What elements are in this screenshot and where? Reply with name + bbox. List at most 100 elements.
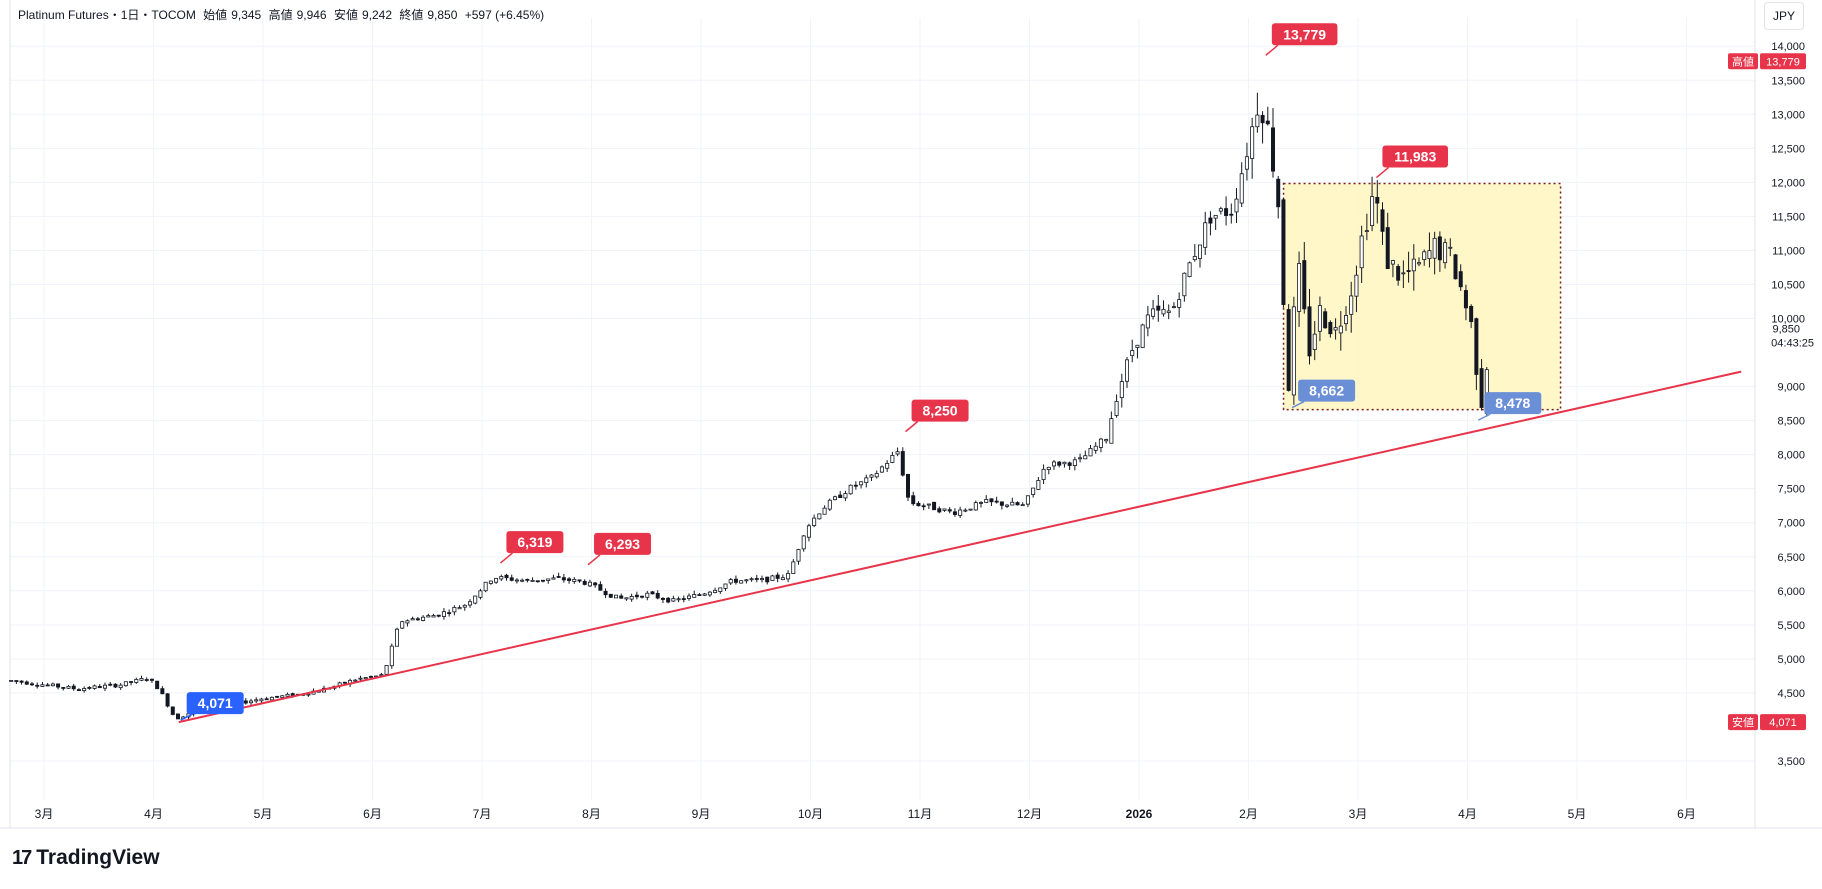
candle-body bbox=[452, 607, 457, 613]
change-value: +597 (+6.45%) bbox=[464, 8, 545, 22]
candle-body bbox=[546, 578, 551, 581]
candle-body bbox=[577, 579, 582, 582]
candle bbox=[833, 495, 838, 501]
candle bbox=[1276, 175, 1281, 219]
x-tick-label: 9月 bbox=[692, 807, 711, 821]
candle bbox=[1218, 206, 1223, 215]
candle-body bbox=[50, 683, 55, 687]
candle bbox=[149, 678, 154, 683]
candle bbox=[676, 596, 681, 603]
y-tick-label: 7,000 bbox=[1777, 518, 1805, 530]
close-value: 9,850 bbox=[427, 8, 458, 22]
candle bbox=[1291, 296, 1296, 405]
candle bbox=[1005, 504, 1010, 508]
candle-body bbox=[103, 684, 108, 689]
price-callout: 6,293 bbox=[587, 532, 652, 566]
candle-body bbox=[1015, 502, 1020, 506]
candle-body bbox=[1244, 156, 1249, 170]
candle-body bbox=[572, 578, 577, 582]
candle-body bbox=[1135, 344, 1140, 348]
candle bbox=[707, 591, 712, 597]
candle bbox=[598, 581, 603, 591]
callout-label: 11,983 bbox=[1394, 149, 1436, 165]
candle-body bbox=[1088, 448, 1093, 457]
candle-body bbox=[1114, 401, 1119, 416]
candle bbox=[806, 523, 811, 542]
candle-body bbox=[1317, 305, 1322, 332]
candle bbox=[749, 577, 754, 582]
candle bbox=[1427, 232, 1432, 268]
candle bbox=[1151, 299, 1156, 320]
y-tick-label: 3,500 bbox=[1777, 756, 1805, 768]
x-tick-label: 3月 bbox=[1349, 807, 1368, 821]
axis-badge-tag: 安値 bbox=[1732, 715, 1754, 729]
candle-body bbox=[926, 503, 931, 506]
candle-body bbox=[1145, 314, 1150, 329]
candle-body bbox=[723, 583, 728, 589]
candle bbox=[1140, 323, 1145, 348]
candle bbox=[906, 473, 911, 501]
callout-pointer bbox=[905, 421, 919, 433]
candle-body bbox=[1098, 438, 1103, 448]
candle bbox=[765, 576, 770, 585]
candle bbox=[1098, 437, 1103, 453]
candle bbox=[525, 578, 530, 583]
candle bbox=[989, 498, 994, 506]
candle bbox=[744, 579, 749, 584]
candle-body bbox=[473, 595, 478, 604]
x-tick-label: 7月 bbox=[473, 807, 492, 821]
candle-body bbox=[1130, 350, 1135, 357]
axis-badge-value: 4,071 bbox=[1769, 717, 1797, 729]
candle-body bbox=[963, 509, 968, 512]
tradingview-logo[interactable]: 17 TradingView bbox=[12, 846, 160, 870]
candle bbox=[541, 579, 546, 583]
candle-body bbox=[994, 500, 999, 503]
candle bbox=[1041, 464, 1046, 485]
candle bbox=[1224, 196, 1229, 226]
candle-body bbox=[421, 616, 426, 621]
candle bbox=[452, 605, 457, 616]
candle-body bbox=[462, 604, 467, 608]
x-tick-label: 2026 bbox=[1126, 807, 1153, 821]
candle-body bbox=[499, 576, 504, 580]
open-value: 9,345 bbox=[231, 8, 262, 22]
candle-body bbox=[869, 474, 874, 478]
candle bbox=[614, 594, 619, 599]
candle bbox=[739, 580, 744, 584]
y-tick-label: 11,000 bbox=[1772, 245, 1805, 257]
candle-body bbox=[1255, 114, 1260, 128]
candle-body bbox=[1125, 359, 1130, 382]
candle bbox=[123, 681, 128, 687]
candle-body bbox=[1234, 198, 1239, 213]
candle-body bbox=[400, 621, 405, 629]
candle bbox=[1255, 92, 1260, 133]
symbol-title[interactable]: Platinum Futures・1日・TOCOM bbox=[18, 8, 196, 22]
candle-body bbox=[160, 688, 165, 695]
candle-body bbox=[561, 577, 566, 581]
callout-label: 13,779 bbox=[1283, 26, 1326, 42]
candle bbox=[1203, 211, 1208, 255]
candle bbox=[1443, 238, 1448, 269]
candle bbox=[61, 687, 66, 691]
candle-body bbox=[24, 681, 29, 685]
candle-body bbox=[1307, 306, 1312, 357]
candle bbox=[14, 680, 19, 684]
candle-body bbox=[660, 597, 665, 600]
candle bbox=[1271, 108, 1276, 178]
candle-body bbox=[97, 686, 102, 689]
candle bbox=[984, 495, 989, 504]
candle-body bbox=[1187, 262, 1192, 277]
candle bbox=[1208, 211, 1213, 236]
candle bbox=[144, 677, 149, 682]
currency-button[interactable]: JPY bbox=[1764, 2, 1804, 30]
candle-body bbox=[30, 683, 35, 686]
high-label: 高値 bbox=[268, 8, 293, 22]
candle-body bbox=[40, 684, 45, 687]
candle-body bbox=[1224, 208, 1229, 216]
candle-body bbox=[254, 699, 259, 702]
candle-body bbox=[1078, 457, 1083, 460]
candle bbox=[681, 595, 686, 603]
candle-body bbox=[702, 593, 707, 596]
candle-body bbox=[1156, 305, 1161, 311]
